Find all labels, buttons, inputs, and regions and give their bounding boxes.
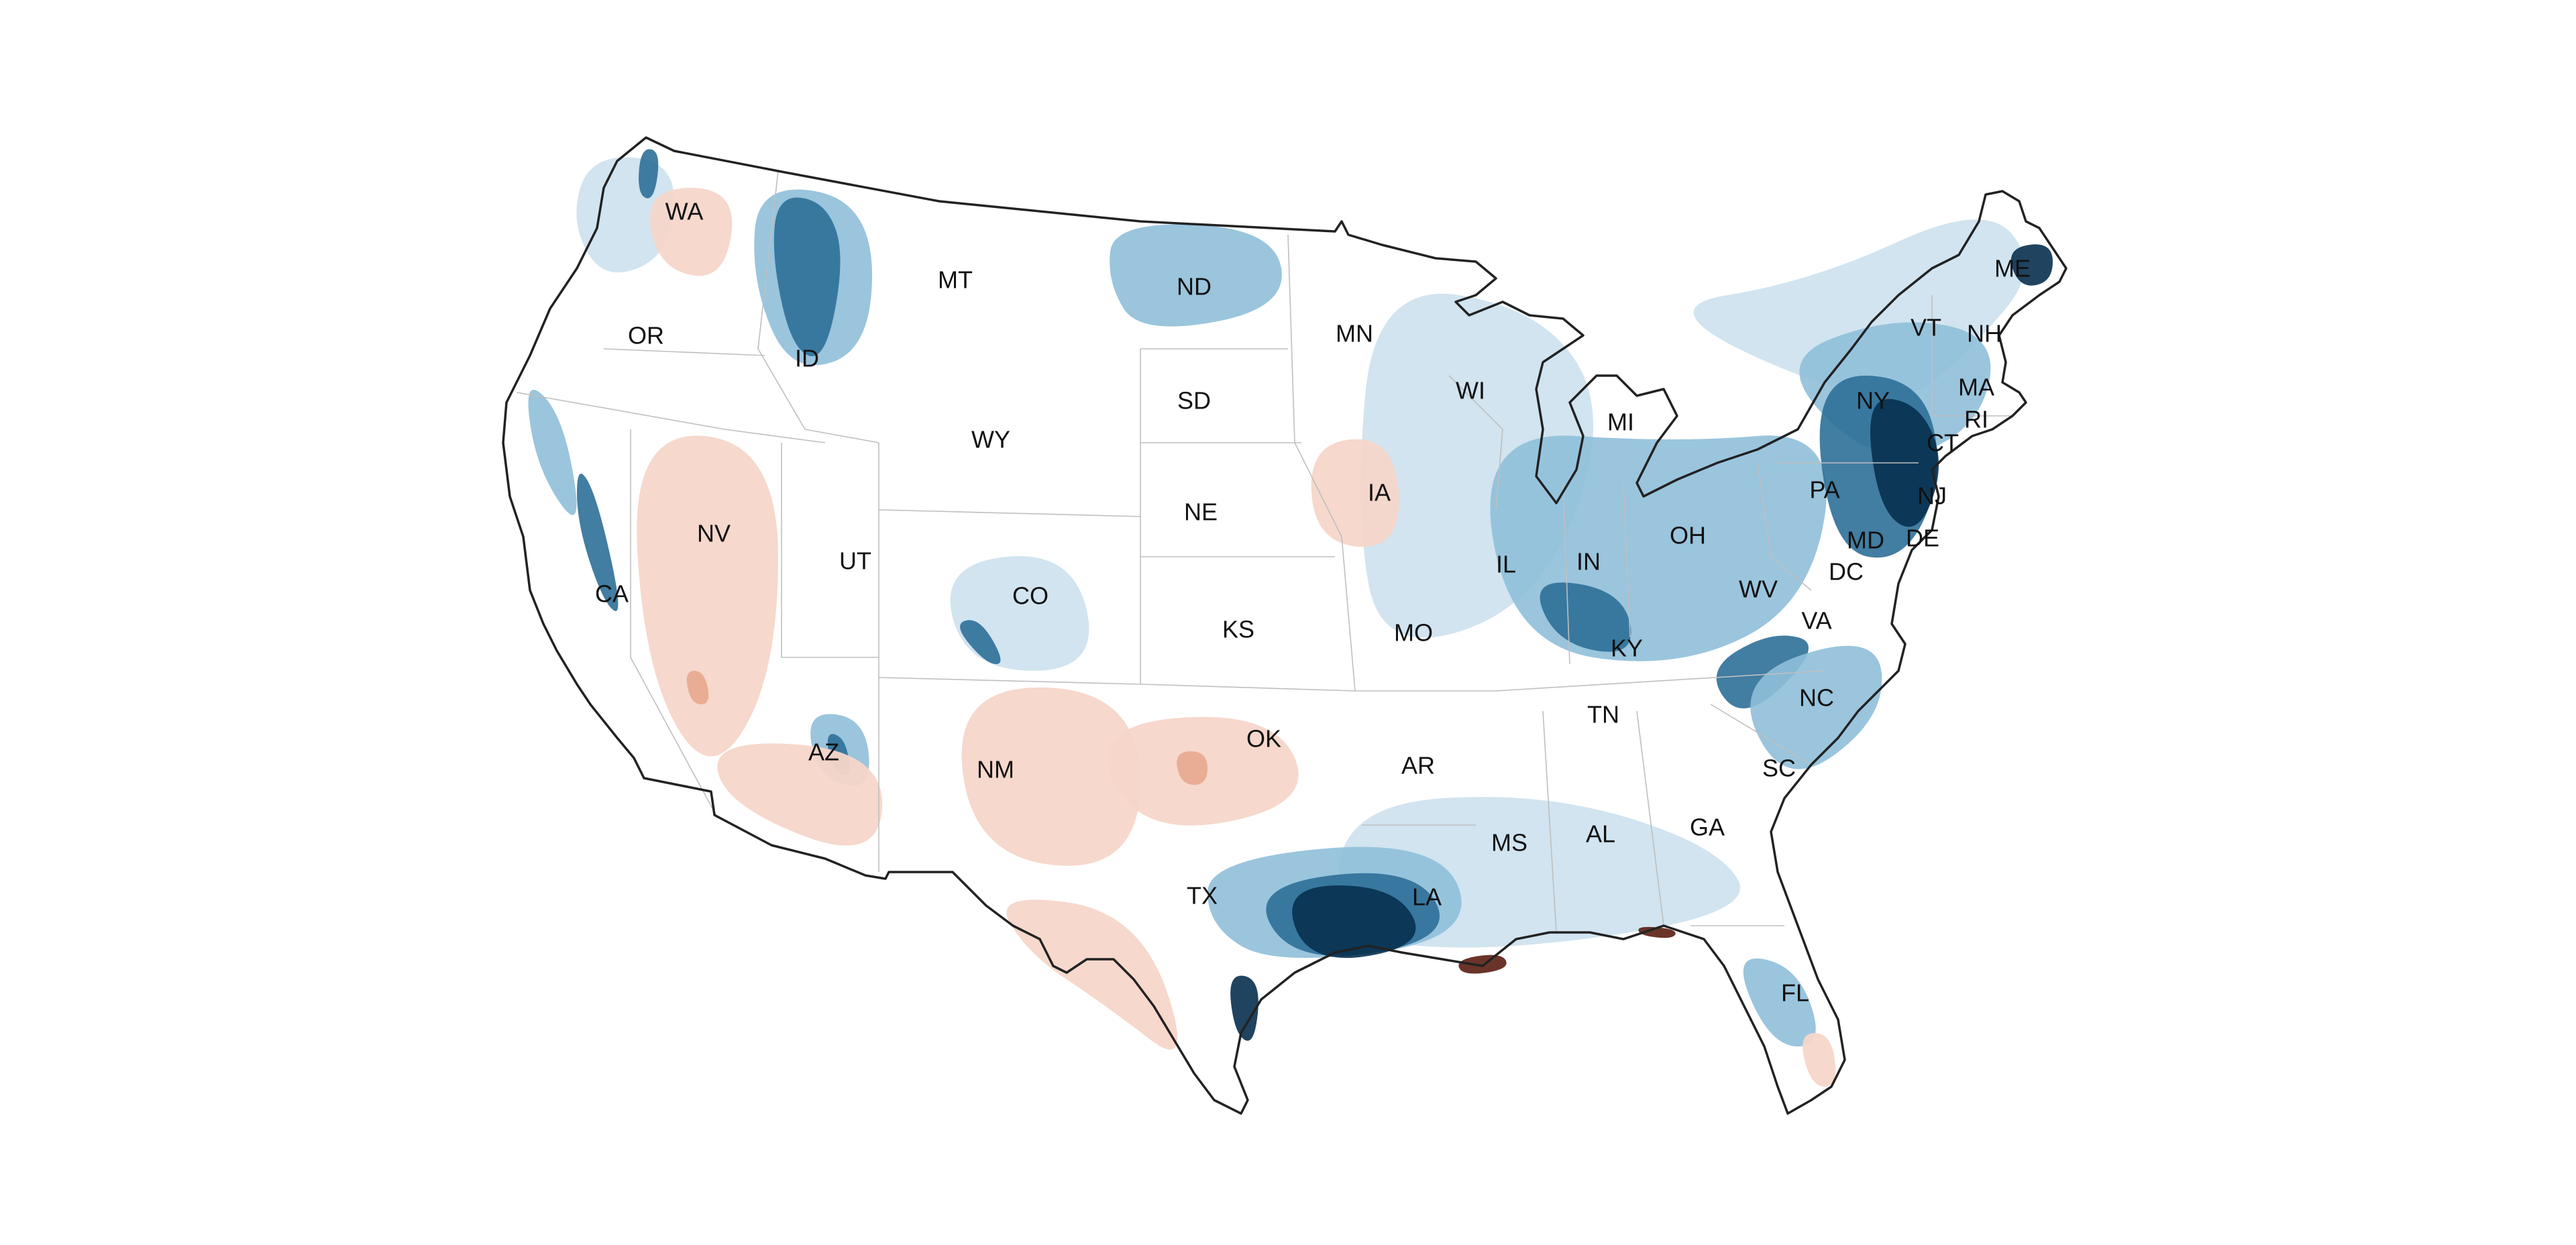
state-border-line bbox=[1294, 442, 1356, 692]
state-border-line bbox=[804, 429, 879, 443]
wet-anomaly-patch bbox=[1716, 635, 1809, 708]
state-label-il: IL bbox=[1496, 551, 1516, 578]
state-label-nm: NM bbox=[977, 756, 1014, 783]
state-label-va: VA bbox=[1801, 607, 1831, 635]
wet-anomaly-patch bbox=[1490, 435, 1827, 661]
state-labels: WA OR CA ID NV MT WY UT AZ CO NM ND SD NE KS OK TX MN IA MO… bbox=[595, 198, 2031, 1007]
state-label-sc: SC bbox=[1762, 755, 1796, 782]
state-border-line bbox=[1636, 710, 1664, 926]
state-label-al: AL bbox=[1586, 820, 1615, 848]
dry-anomaly-patch bbox=[649, 188, 733, 276]
state-label-de: DE bbox=[1906, 525, 1939, 552]
state-border-line bbox=[1542, 710, 1557, 933]
wet-anomaly-patch bbox=[1743, 958, 1816, 1046]
state-label-ks: KS bbox=[1222, 616, 1254, 643]
state-label-nj: NJ bbox=[1917, 482, 1947, 510]
state-label-fl: FL bbox=[1781, 979, 1809, 1007]
state-border-line bbox=[781, 443, 879, 658]
state-label-nv: NV bbox=[697, 520, 731, 547]
dry-anomaly-patch bbox=[717, 743, 883, 846]
state-label-mn: MN bbox=[1336, 320, 1373, 347]
state-label-sd: SD bbox=[1177, 387, 1211, 415]
state-label-ok: OK bbox=[1246, 725, 1281, 753]
state-label-wi: WI bbox=[1456, 377, 1485, 404]
state-label-ut: UT bbox=[839, 547, 871, 575]
wet-anomaly-patch bbox=[577, 474, 619, 611]
state-label-wv: WV bbox=[1739, 576, 1778, 603]
state-label-id: ID bbox=[795, 345, 819, 372]
state-border-line bbox=[516, 392, 725, 430]
state-label-co: CO bbox=[1012, 582, 1049, 610]
wet-anomaly-patch bbox=[960, 620, 1001, 664]
state-border-line bbox=[1562, 482, 1570, 665]
state-label-nd: ND bbox=[1177, 273, 1212, 301]
state-label-pa: PA bbox=[1809, 476, 1839, 504]
state-label-or: OR bbox=[628, 322, 664, 349]
state-borders bbox=[516, 170, 2012, 933]
state-label-la: LA bbox=[1412, 883, 1442, 911]
state-border-line bbox=[1140, 684, 1356, 692]
dry-anomaly-patch bbox=[1006, 900, 1178, 1050]
state-label-ca: CA bbox=[595, 580, 629, 608]
state-label-mt: MT bbox=[938, 266, 973, 294]
state-label-ny: NY bbox=[1856, 387, 1890, 415]
wet-anomaly-patch bbox=[773, 197, 841, 357]
dry-anomaly-patch bbox=[1177, 751, 1208, 785]
wet-anomaly-patch bbox=[1750, 645, 1882, 769]
wet-anomaly-patch bbox=[1292, 885, 1416, 958]
state-label-oh: OH bbox=[1670, 522, 1706, 549]
wet-anomaly-patch bbox=[528, 390, 577, 515]
wet-anomaly-patch bbox=[950, 556, 1089, 671]
dry-anomaly-patch bbox=[1638, 926, 1676, 938]
dry-anomaly-patch bbox=[637, 435, 778, 757]
wet-anomaly-patch bbox=[639, 149, 659, 199]
state-border-line bbox=[878, 677, 1141, 685]
state-label-nc: NC bbox=[1799, 684, 1834, 712]
dry-anomaly-patch bbox=[961, 687, 1140, 866]
state-label-md: MD bbox=[1847, 527, 1884, 554]
state-label-ri: RI bbox=[1964, 406, 1988, 433]
state-label-vt: VT bbox=[1911, 314, 1941, 341]
state-label-mo: MO bbox=[1394, 619, 1433, 647]
wet-anomaly-patch bbox=[1230, 975, 1258, 1041]
state-label-wa: WA bbox=[665, 198, 704, 225]
state-border-line bbox=[1623, 482, 1631, 638]
state-label-ar: AR bbox=[1401, 752, 1435, 779]
state-border-line bbox=[1287, 234, 1295, 443]
state-border-line bbox=[1448, 375, 1503, 510]
dry-anomaly-patch bbox=[1458, 955, 1507, 974]
state-label-tx: TX bbox=[1187, 882, 1218, 910]
state-label-ne: NE bbox=[1184, 498, 1218, 526]
state-label-ga: GA bbox=[1690, 814, 1725, 841]
state-label-me: ME bbox=[1994, 255, 2031, 282]
wet-anomaly-patch bbox=[2010, 244, 2053, 286]
state-label-tn: TN bbox=[1587, 701, 1619, 728]
state-label-ct: CT bbox=[1927, 429, 1959, 457]
dry-anomaly-patch bbox=[686, 671, 709, 704]
state-label-ky: KY bbox=[1611, 635, 1643, 662]
state-border-line bbox=[1495, 670, 1825, 692]
us-outline bbox=[502, 136, 2068, 1115]
wet-anomaly-patch bbox=[1110, 224, 1282, 327]
state-border-line bbox=[1710, 704, 1812, 765]
state-border-line bbox=[1757, 462, 1812, 591]
state-label-ms: MS bbox=[1491, 829, 1527, 857]
state-label-dc: DC bbox=[1829, 558, 1864, 586]
state-border-line bbox=[630, 429, 718, 819]
state-label-ma: MA bbox=[1958, 374, 1994, 401]
state-label-az: AZ bbox=[808, 739, 839, 766]
state-label-nh: NH bbox=[1967, 320, 2002, 347]
state-border-line bbox=[603, 348, 765, 356]
state-border-line bbox=[724, 429, 826, 443]
state-border-line bbox=[878, 509, 1141, 517]
state-label-in: IN bbox=[1576, 548, 1601, 576]
state-label-wy: WY bbox=[971, 426, 1010, 453]
state-border-line bbox=[757, 170, 806, 430]
wet-anomaly-patch bbox=[1540, 582, 1631, 652]
dry-anomaly-patch bbox=[1803, 1033, 1835, 1087]
state-label-mi: MI bbox=[1607, 409, 1634, 436]
state-label-ia: IA bbox=[1368, 479, 1391, 506]
